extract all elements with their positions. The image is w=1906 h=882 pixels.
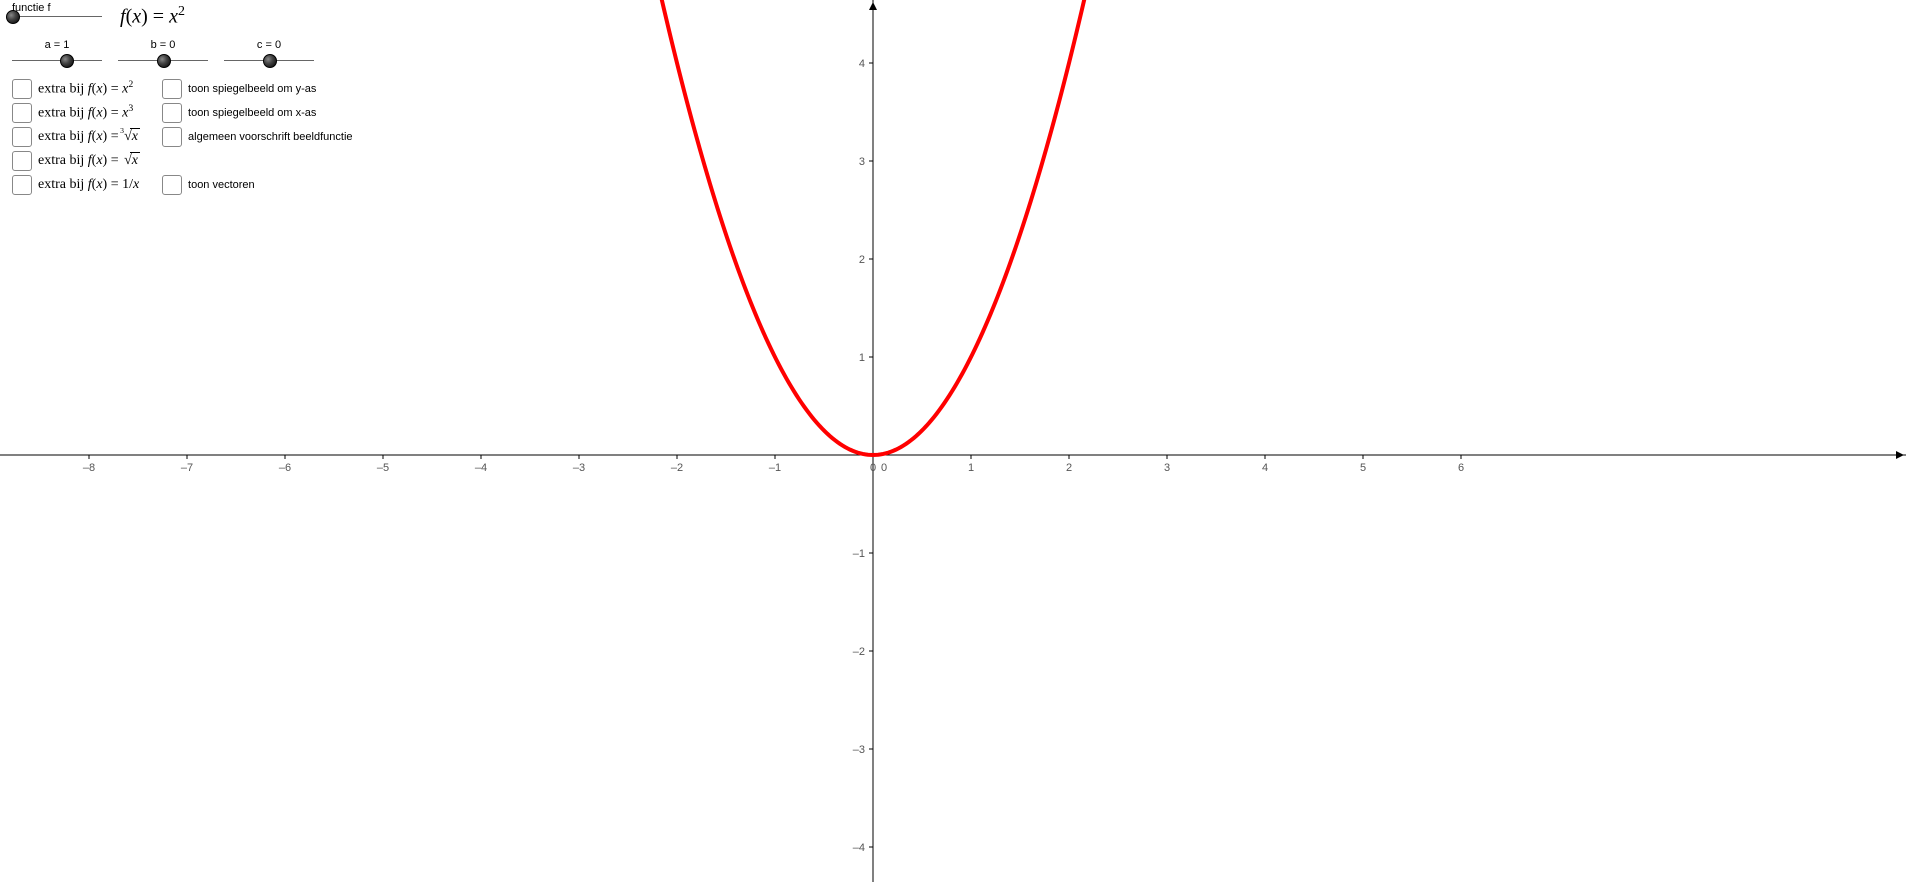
checkbox-extra-2-label: extra bij f(x) = 3x [38, 129, 140, 145]
svg-text:1: 1 [968, 462, 974, 474]
checkbox-extra-0[interactable] [12, 79, 32, 99]
svg-text:–1: –1 [769, 462, 781, 474]
check-toggle-3 [162, 151, 352, 171]
checkbox-extra-4-label: extra bij f(x) = 1/x [38, 177, 139, 193]
checkbox-extra-0-label: extra bij f(x) = x2 [38, 79, 133, 98]
check-col-extras: extra bij f(x) = x2 extra bij f(x) = x3 … [12, 79, 140, 195]
svg-text:–3: –3 [573, 462, 585, 474]
svg-text:–2: –2 [671, 462, 683, 474]
checkbox-toggle-1[interactable] [162, 103, 182, 123]
slider-b[interactable]: b = 0 [118, 39, 208, 67]
check-extra-3: extra bij f(x) = x [12, 151, 140, 171]
check-extra-4: extra bij f(x) = 1/x [12, 175, 140, 195]
checkbox-toggle-0[interactable] [162, 79, 182, 99]
check-col-toggles: toon spiegelbeeld om y-as toon spiegelbe… [162, 79, 352, 195]
svg-text:–4: –4 [853, 842, 865, 854]
slider-a[interactable]: a = 1 [12, 39, 102, 67]
check-toggle-1: toon spiegelbeeld om x-as [162, 103, 352, 123]
svg-text:3: 3 [859, 156, 865, 168]
svg-text:–6: –6 [279, 462, 291, 474]
check-extra-0: extra bij f(x) = x2 [12, 79, 140, 99]
svg-text:5: 5 [1360, 462, 1366, 474]
slider-c-label: c = 0 [224, 39, 314, 51]
check-toggle-2: algemeen voorschrift beeldfunctie [162, 127, 352, 147]
checkbox-toggle-1-label: toon spiegelbeeld om x-as [188, 107, 316, 119]
svg-text:–5: –5 [377, 462, 389, 474]
svg-text:2: 2 [859, 254, 865, 266]
control-panel: functie f f(x) = x2 a = 1 b = 0 c = 0 ex… [0, 0, 353, 195]
svg-text:–1: –1 [853, 548, 865, 560]
function-slider[interactable] [12, 9, 102, 23]
svg-text:–2: –2 [853, 646, 865, 658]
checkbox-toggle-0-label: toon spiegelbeeld om y-as [188, 83, 316, 95]
svg-text:0: 0 [881, 462, 887, 474]
checkbox-area: extra bij f(x) = x2 extra bij f(x) = x3 … [12, 79, 353, 195]
slider-c[interactable]: c = 0 [224, 39, 314, 67]
checkbox-toggle-2-label: algemeen voorschrift beeldfunctie [188, 131, 352, 143]
check-toggle-4: toon vectoren [162, 175, 352, 195]
svg-text:4: 4 [1262, 462, 1268, 474]
svg-text:1: 1 [859, 352, 865, 364]
checkbox-extra-1[interactable] [12, 103, 32, 123]
slider-a-label: a = 1 [12, 39, 102, 51]
slider-b-label: b = 0 [118, 39, 208, 51]
function-formula: f(x) = x2 [120, 4, 185, 29]
checkbox-toggle-4[interactable] [162, 175, 182, 195]
check-extra-2: extra bij f(x) = 3x [12, 127, 140, 147]
checkbox-extra-3[interactable] [12, 151, 32, 171]
checkbox-extra-3-label: extra bij f(x) = x [38, 153, 140, 169]
checkbox-extra-4[interactable] [12, 175, 32, 195]
svg-text:2: 2 [1066, 462, 1072, 474]
check-toggle-0: toon spiegelbeeld om y-as [162, 79, 352, 99]
checkbox-toggle-2[interactable] [162, 127, 182, 147]
checkbox-extra-1-label: extra bij f(x) = x3 [38, 103, 133, 122]
svg-text:3: 3 [1164, 462, 1170, 474]
svg-text:–8: –8 [83, 462, 95, 474]
check-extra-1: extra bij f(x) = x3 [12, 103, 140, 123]
svg-text:–3: –3 [853, 744, 865, 756]
svg-text:–7: –7 [181, 462, 193, 474]
svg-text:6: 6 [1458, 462, 1464, 474]
svg-text:–4: –4 [475, 462, 487, 474]
svg-text:4: 4 [859, 58, 865, 70]
param-sliders: a = 1 b = 0 c = 0 [12, 39, 353, 67]
checkbox-toggle-4-label: toon vectoren [188, 179, 255, 191]
svg-text:0: 0 [870, 462, 876, 474]
checkbox-extra-2[interactable] [12, 127, 32, 147]
